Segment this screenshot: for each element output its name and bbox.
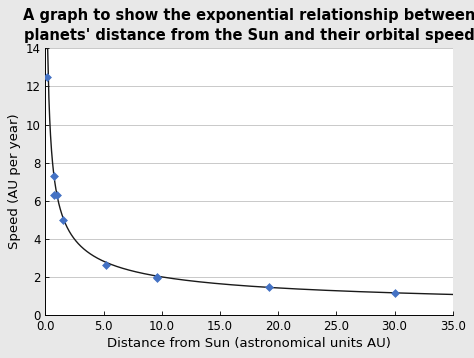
Point	[265, 285, 273, 290]
Point	[153, 275, 161, 280]
Y-axis label: Speed (AU per year): Speed (AU per year)	[9, 114, 21, 250]
Point	[392, 290, 399, 296]
Point	[50, 192, 57, 198]
Point	[43, 74, 50, 80]
Point	[102, 262, 109, 268]
X-axis label: Distance from Sun (astronomical units AU): Distance from Sun (astronomical units AU…	[107, 337, 391, 350]
Point	[53, 192, 61, 198]
Title: A graph to show the exponential relationship between
planets' distance from the : A graph to show the exponential relation…	[23, 8, 474, 43]
Point	[153, 274, 161, 280]
Point	[50, 173, 57, 179]
Point	[59, 217, 67, 223]
